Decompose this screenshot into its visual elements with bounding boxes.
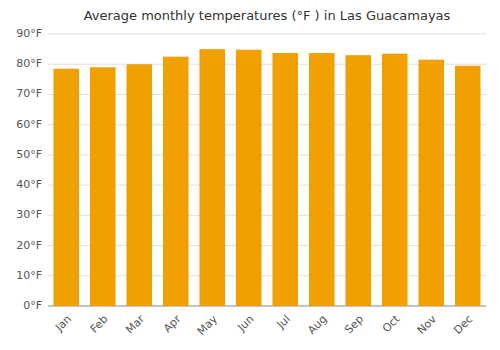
y-tick-label: 90°F: [16, 27, 42, 40]
y-tick-label: 60°F: [16, 118, 42, 131]
x-tick-label: Jan: [52, 313, 74, 335]
bar: [345, 55, 371, 306]
bar: [309, 53, 335, 306]
bar: [236, 50, 262, 306]
y-tick-label: 40°F: [16, 178, 42, 191]
y-tick-label: 80°F: [16, 57, 42, 70]
x-tick-label: Jun: [234, 313, 256, 335]
grid-line: [48, 34, 486, 35]
bar: [272, 53, 298, 306]
x-tick-label: Sep: [342, 313, 366, 337]
y-tick-label: 0°F: [23, 299, 42, 312]
axes: 0°F 10°F 20°F 30°F 40°F 50°F 60°F 70°F 80°F 90°F J…: [16, 27, 486, 338]
bar: [163, 57, 189, 306]
title: Average monthly temperatures (°F ) in La…: [84, 8, 451, 23]
bar: [126, 64, 152, 306]
y-tick-label: 70°F: [16, 87, 42, 100]
bars: [53, 49, 480, 306]
bar: [382, 54, 408, 306]
x-tick-label: Apr: [161, 312, 184, 335]
y-tick-label: 20°F: [16, 239, 42, 252]
x-tick-label: Jul: [274, 313, 293, 332]
x-tick-label: Oct: [380, 312, 403, 335]
y-tick-label: 10°F: [16, 269, 42, 282]
chart: 0°F 10°F 20°F 30°F 40°F 50°F 60°F 70°F 80°F 90°F J…: [0, 0, 500, 350]
x-tick-label: Feb: [88, 313, 111, 336]
x-tick-label: Dec: [451, 313, 475, 337]
y-tick-label: 30°F: [16, 208, 42, 221]
bar: [418, 60, 444, 306]
x-tick-label: Mar: [123, 312, 147, 336]
x-tick-label: Nov: [415, 312, 440, 337]
grid: [48, 34, 486, 306]
bar: [90, 67, 116, 306]
x-tick-label: Aug: [305, 313, 329, 337]
bar: [199, 49, 225, 306]
x-tick-label: May: [195, 312, 221, 338]
bar: [455, 66, 481, 306]
y-tick-label: 50°F: [16, 148, 42, 161]
bar: [53, 69, 79, 306]
